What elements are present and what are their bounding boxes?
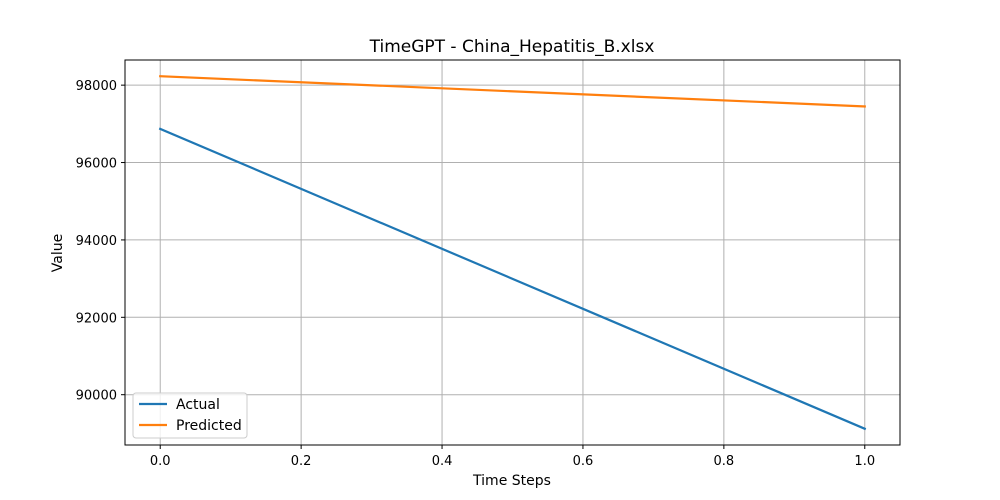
x-tick-label: 0.4 <box>432 454 453 469</box>
y-tick-label: 96000 <box>76 157 117 172</box>
x-tick-label: 0.0 <box>150 454 171 469</box>
x-tick-label: 0.8 <box>714 454 735 469</box>
plot-frame <box>124 59 901 446</box>
chart-title: TimeGPT - China_Hepatitis_B.xlsx <box>369 37 655 57</box>
series-line-actual <box>158 127 867 431</box>
legend: Actual Predicted <box>132 392 248 439</box>
x-axis-label: Time Steps <box>472 473 551 489</box>
y-tick-label: 98000 <box>76 79 117 94</box>
x-tick-label: 0.6 <box>573 454 594 469</box>
legend-label-actual: Actual <box>176 397 220 413</box>
axis-ticks: 0.0 0.2 0.4 0.6 0.8 1.0 90000 92000 94000 96000 98… <box>76 79 875 469</box>
grid-lines <box>125 60 900 445</box>
x-tick-label: 0.2 <box>291 454 312 469</box>
legend-label-predicted: Predicted <box>176 418 242 434</box>
series-line-predicted <box>159 75 866 108</box>
y-tick-label: 90000 <box>76 389 117 404</box>
y-tick-label: 92000 <box>76 311 117 326</box>
y-tick-label: 94000 <box>76 234 117 249</box>
x-tick-label: 1.0 <box>854 454 875 469</box>
y-axis-label: Value <box>50 234 66 272</box>
series-lines <box>158 75 867 431</box>
